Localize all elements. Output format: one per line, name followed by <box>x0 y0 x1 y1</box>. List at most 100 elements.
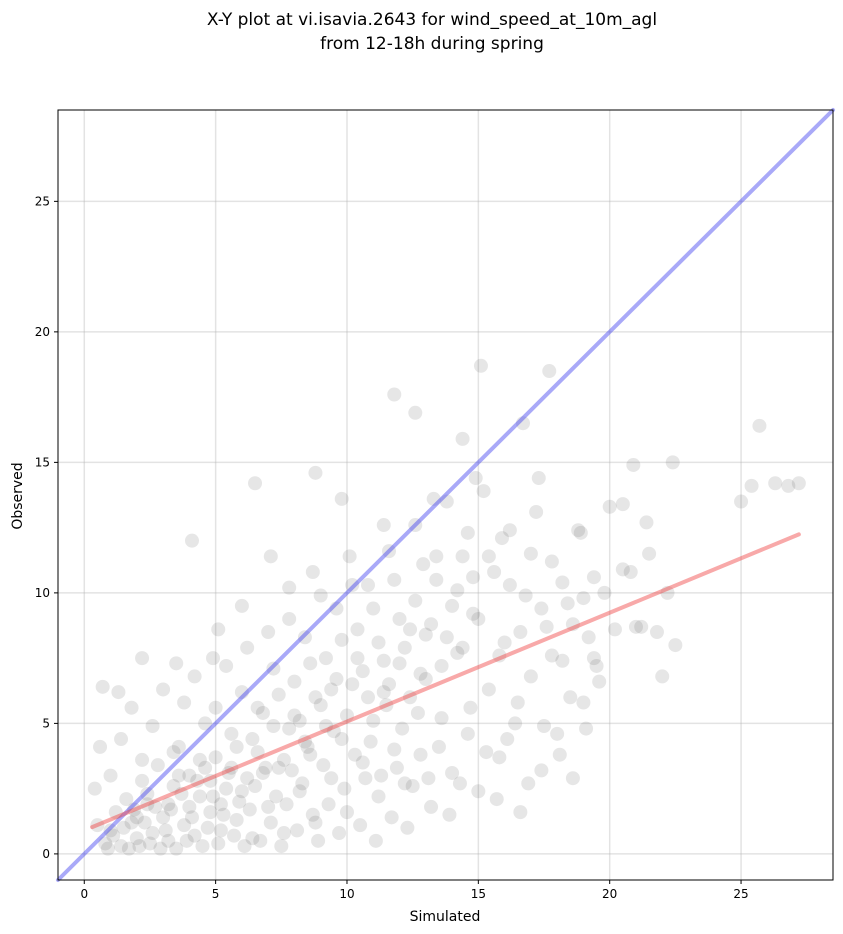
data-point <box>274 839 289 854</box>
data-point <box>397 640 412 655</box>
y-tick-label: 25 <box>35 194 50 208</box>
data-point <box>308 465 323 480</box>
data-point <box>240 771 255 786</box>
data-point <box>487 565 502 579</box>
data-point <box>665 455 680 470</box>
data-point <box>513 805 528 820</box>
data-point <box>508 716 523 731</box>
data-point <box>290 823 305 838</box>
data-point <box>261 625 276 640</box>
x-tick-label: 5 <box>212 887 220 901</box>
data-point <box>158 823 173 838</box>
plot-area <box>58 110 833 880</box>
y-tick-label: 10 <box>35 586 50 600</box>
data-point <box>174 786 189 801</box>
data-point <box>234 598 249 613</box>
data-point <box>523 669 538 684</box>
data-point <box>473 358 488 373</box>
data-point <box>282 611 297 626</box>
data-point <box>466 570 481 585</box>
data-point <box>140 786 155 801</box>
data-point <box>408 518 423 533</box>
data-point <box>418 672 433 687</box>
data-point <box>502 523 517 538</box>
data-point <box>156 682 171 697</box>
data-point <box>111 685 126 700</box>
data-point <box>565 771 580 786</box>
data-point <box>145 826 160 841</box>
data-point <box>571 523 586 538</box>
data-point <box>597 585 612 600</box>
data-point <box>523 546 538 561</box>
x-tick-label: 0 <box>80 887 88 901</box>
data-point <box>219 658 234 673</box>
data-point <box>308 815 323 830</box>
data-point <box>376 653 391 668</box>
data-point <box>171 768 186 783</box>
data-point <box>213 797 228 812</box>
data-point <box>234 784 249 799</box>
data-point <box>481 549 496 564</box>
data-point <box>229 812 244 827</box>
y-tick-label: 20 <box>35 325 50 339</box>
data-point <box>329 601 344 616</box>
data-point <box>182 768 197 783</box>
data-point <box>98 836 113 851</box>
data-point <box>129 831 144 846</box>
data-point <box>382 677 397 692</box>
data-point <box>389 760 404 775</box>
data-point <box>376 518 391 533</box>
data-point <box>190 773 205 788</box>
data-point <box>198 760 213 775</box>
data-point <box>250 745 265 760</box>
data-point <box>371 789 386 804</box>
data-point <box>150 758 165 773</box>
data-point <box>177 695 192 710</box>
data-point <box>513 625 528 640</box>
x-tick-label: 10 <box>339 887 354 901</box>
data-point <box>271 760 286 775</box>
data-point <box>255 765 270 780</box>
data-point <box>366 713 381 728</box>
data-point <box>334 491 349 506</box>
data-point <box>292 713 307 728</box>
data-point <box>382 544 397 559</box>
data-point <box>192 789 207 804</box>
data-point <box>195 839 210 854</box>
data-point <box>544 554 559 569</box>
data-point <box>334 732 349 747</box>
data-point <box>516 416 530 431</box>
data-point <box>93 739 108 754</box>
data-points <box>87 358 806 856</box>
data-point <box>135 651 150 666</box>
data-point <box>339 805 354 820</box>
data-point <box>434 711 449 726</box>
data-point <box>387 387 402 402</box>
data-point <box>392 656 407 671</box>
data-point <box>403 690 418 705</box>
data-point <box>206 789 220 804</box>
data-point <box>384 810 399 825</box>
data-point <box>124 700 139 715</box>
data-point <box>416 557 431 572</box>
data-point <box>368 833 383 848</box>
data-point <box>668 638 683 653</box>
data-point <box>455 431 470 446</box>
data-point <box>339 708 354 723</box>
data-point <box>555 653 570 668</box>
data-point <box>537 719 552 733</box>
data-point <box>479 745 494 760</box>
data-point <box>171 739 186 754</box>
data-point <box>211 622 226 637</box>
data-point <box>248 779 263 794</box>
x-axis-label: Simulated <box>410 909 481 925</box>
data-point <box>371 635 386 650</box>
data-point <box>481 682 496 697</box>
data-point <box>592 674 607 689</box>
data-point <box>305 565 320 579</box>
data-point <box>634 619 649 634</box>
data-point <box>791 476 806 491</box>
y-axis-label: Observed <box>10 462 26 529</box>
data-point <box>318 651 333 666</box>
